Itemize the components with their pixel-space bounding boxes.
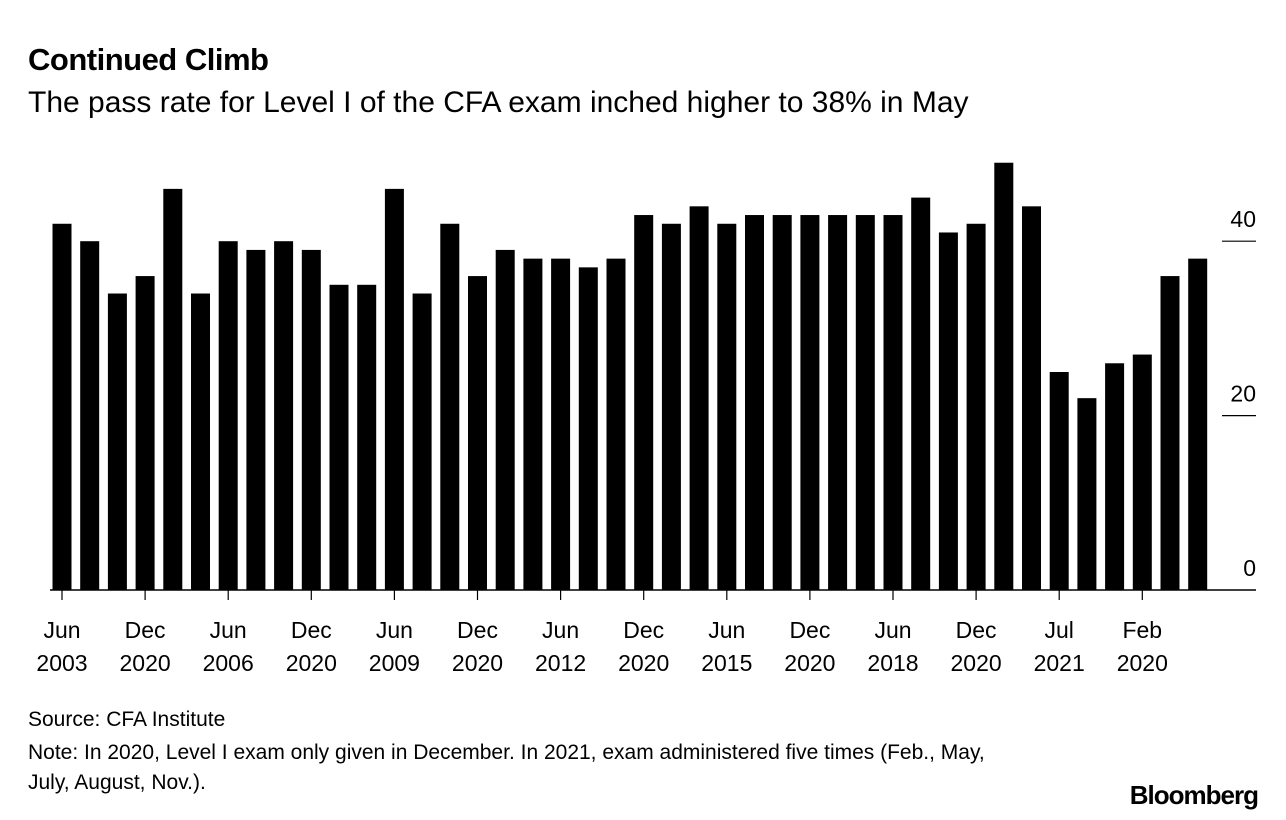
bar	[107, 293, 127, 590]
bar	[468, 276, 487, 590]
bar	[800, 215, 820, 591]
bar	[523, 258, 543, 590]
note: Note: In 2020, Level I exam only given i…	[28, 741, 985, 794]
x-tick-label: Dec 2020	[285, 617, 337, 676]
bar	[357, 284, 377, 590]
chart: 0 20 40	[50, 162, 1256, 600]
x-tick-label: Jun 2015	[701, 617, 753, 676]
x-tick-label: Jun 2012	[535, 617, 587, 676]
bar	[1132, 354, 1152, 590]
bar	[329, 284, 349, 590]
bar	[384, 188, 404, 590]
source: Source: CFA Institute	[28, 708, 226, 731]
bar	[1049, 372, 1069, 590]
bar	[828, 215, 848, 591]
bar	[1160, 276, 1180, 590]
bar	[246, 249, 266, 591]
bar	[551, 258, 571, 590]
x-tick-label: Jul 2021	[1033, 617, 1085, 676]
y-tick-label: 40	[1230, 206, 1256, 232]
bar	[80, 241, 100, 590]
x-tick-label: Jun 2006	[202, 617, 254, 676]
bar	[578, 267, 598, 590]
x-tick-label: Jun 2018	[867, 617, 919, 676]
bar	[163, 188, 183, 590]
x-tick-label: Dec 2020	[451, 617, 504, 676]
bar	[135, 276, 155, 590]
bar	[634, 215, 654, 591]
brand: Bloomberg	[1129, 780, 1259, 810]
x-tick-label: Dec 2020	[618, 617, 670, 676]
x-tick-label: Dec 2020	[950, 617, 1002, 676]
bar	[412, 293, 432, 590]
bar	[191, 293, 210, 590]
x-tick-label: Dec 2020	[784, 617, 836, 676]
bar	[994, 162, 1014, 590]
chart-subtitle: The pass rate for Level I of the CFA exa…	[28, 86, 969, 119]
chart-title: Continued Climb	[28, 42, 269, 77]
bar	[301, 249, 321, 591]
bar	[855, 215, 875, 591]
bar	[717, 223, 737, 590]
bar	[938, 232, 958, 591]
y-tick-label: 20	[1230, 381, 1256, 407]
bar	[1188, 258, 1208, 590]
bar	[495, 249, 515, 591]
x-tick-label: Feb 2020	[1116, 617, 1168, 676]
bar	[772, 215, 792, 591]
bar	[606, 258, 626, 590]
y-tick-label: 0	[1243, 555, 1256, 581]
bar	[966, 223, 986, 590]
x-tick-label: Dec 2020	[119, 617, 171, 676]
bar	[274, 241, 294, 590]
bar	[218, 241, 238, 590]
bar	[1105, 363, 1125, 590]
x-tick-label: Jun 2003	[36, 617, 88, 676]
bar	[745, 215, 764, 591]
bar	[52, 223, 72, 590]
bar	[1022, 206, 1041, 590]
x-tick-label: Jun 2009	[368, 617, 420, 676]
bar	[661, 223, 681, 590]
bar	[440, 223, 460, 590]
bar	[1077, 398, 1097, 590]
bar	[883, 215, 903, 591]
bar	[911, 197, 931, 590]
bar	[689, 206, 709, 590]
